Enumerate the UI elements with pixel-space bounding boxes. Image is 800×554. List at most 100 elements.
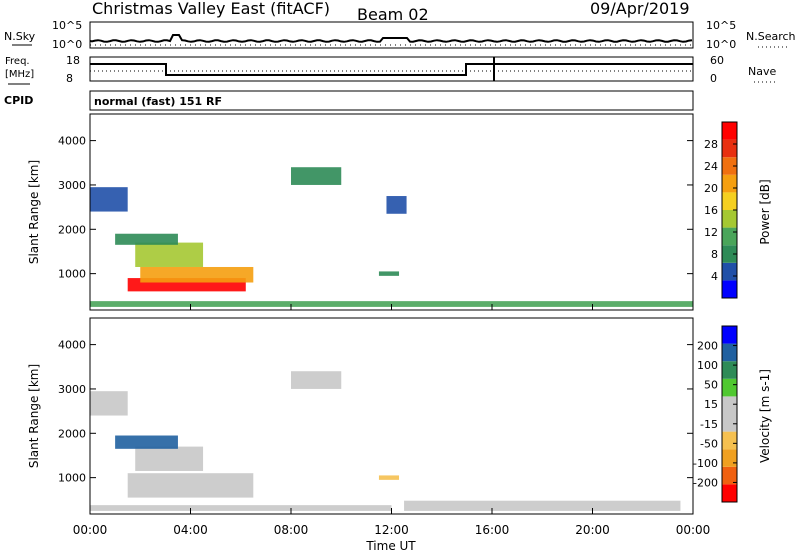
vel-data-region	[127, 473, 254, 498]
vel-data-region	[291, 371, 342, 389]
vel-colorbar-tick-label: -200	[693, 476, 718, 489]
power-ylabel: Slant Range [km]	[27, 160, 41, 264]
vel-colorbar-swatch	[722, 343, 737, 362]
power-colorbar-label: Power [dB]	[758, 179, 772, 244]
power-colorbar-swatch	[722, 227, 737, 246]
vel-data-region	[115, 435, 178, 449]
vel-colorbar-tick-label: 15	[704, 398, 718, 411]
freq-unit: [MHz]	[5, 69, 34, 80]
vel-data-region	[90, 391, 128, 416]
power-y-tick-label: 4000	[58, 135, 86, 148]
plot-title: Christmas Valley East (fitACF)	[92, 0, 330, 18]
nsearch-ybottom: 10^0	[706, 38, 736, 51]
vel-colorbar-swatch	[722, 449, 737, 467]
velocity-ylabel: Slant Range [km]	[27, 364, 41, 468]
velocity-colorbar-label: Velocity [m s-1]	[758, 369, 772, 463]
power-colorbar-swatch	[722, 122, 737, 140]
nsearch-label: N.Search	[746, 30, 796, 43]
power-data-region	[386, 196, 407, 214]
freq-trace	[90, 63, 693, 76]
vel-y-tick-label: 3000	[58, 383, 86, 396]
vel-colorbar-swatch	[722, 466, 737, 485]
vel-colorbar-frame	[721, 325, 738, 503]
power-data-region	[115, 233, 178, 245]
power-colorbar-tick-label: 28	[704, 138, 718, 151]
vel-colorbar-swatch	[722, 484, 737, 502]
velocity-colorbar: 200 100 50 15 -15 -50 -100 -200	[693, 325, 738, 503]
x-tick-label: 04:00	[173, 523, 208, 537]
freq-ytop: 18	[66, 54, 80, 67]
vel-colorbar-swatch	[722, 326, 737, 344]
nave-ybottom: 0	[710, 72, 717, 85]
power-colorbar-swatch	[722, 157, 737, 175]
x-tick-label: 16:00	[475, 523, 510, 537]
power-y-tick-label: 3000	[58, 179, 86, 192]
vel-y-tick-label: 4000	[58, 339, 86, 352]
x-axis-ticks: 00:00 04:00 08:00 12:00 16:00 20:00 00:00	[73, 304, 711, 537]
power-heatmap	[90, 167, 693, 307]
power-colorbar-swatch	[722, 262, 737, 281]
x-tick-label: 00:00	[676, 523, 711, 537]
power-colorbar-tick-label: 20	[704, 182, 718, 195]
vel-data-region	[135, 446, 204, 471]
power-colorbar: 28 24 20 16 12 8 4	[704, 121, 738, 299]
power-data-region	[135, 242, 204, 267]
date-label: 09/Apr/2019	[590, 0, 690, 18]
power-colorbar-tick-label: 8	[711, 248, 718, 261]
power-colorbar-swatch	[722, 139, 737, 158]
power-colorbar-swatch	[722, 280, 737, 298]
beam-label: Beam 02	[357, 5, 429, 24]
power-data-region	[291, 167, 342, 185]
power-colorbar-swatch	[722, 210, 737, 228]
power-colorbar-swatch	[722, 192, 737, 210]
cpid-value: normal (fast) 151 RF	[94, 95, 222, 108]
power-data-region	[140, 266, 254, 283]
vel-colorbar-tick-label: 100	[697, 359, 718, 372]
vel-colorbar-tick-label: 200	[697, 340, 718, 353]
vel-colorbar-tick-label: 50	[704, 379, 718, 392]
vel-colorbar-tick-label: -15	[700, 418, 718, 431]
power-colorbar-swatch	[722, 174, 737, 193]
x-axis-label: Time UT	[365, 539, 416, 553]
freq-ybottom: 8	[66, 72, 73, 85]
cpid-panel	[89, 90, 694, 111]
power-colorbar-tick-label: 16	[704, 204, 718, 217]
nsky-label: N.Sky	[4, 30, 36, 43]
x-tick-label: 08:00	[274, 523, 309, 537]
vel-y-tick-label: 1000	[58, 472, 86, 485]
x-tick-label: 12:00	[374, 523, 409, 537]
power-colorbar-tick-label: 24	[704, 160, 718, 173]
vel-data-region	[90, 505, 392, 511]
vel-y-tick-label: 2000	[58, 427, 86, 440]
vel-colorbar-swatch	[722, 378, 737, 397]
power-y-ticks: 1000 2000 3000 4000	[58, 135, 693, 281]
vel-colorbar-tick-label: -50	[700, 437, 718, 450]
power-y-tick-label: 2000	[58, 223, 86, 236]
vel-colorbar-swatch	[722, 396, 737, 414]
freq-label: Freq.	[5, 56, 30, 67]
vel-colorbar-tick-label: -100	[693, 457, 718, 470]
power-colorbar-tick-label: 12	[704, 226, 718, 239]
nsky-ytop: 10^5	[52, 19, 82, 32]
vel-colorbar-swatch	[722, 431, 737, 450]
freq-panel	[89, 56, 694, 82]
x-tick-label: 20:00	[575, 523, 610, 537]
power-y-tick-label: 1000	[58, 268, 86, 281]
velocity-heatmap	[90, 371, 681, 511]
nsky-ybottom: 10^0	[52, 38, 82, 51]
nave-ytop: 60	[710, 54, 724, 67]
nsky-trace	[89, 34, 693, 43]
velocity-y-ticks: 1000 2000 3000 4000	[58, 339, 693, 485]
vel-data-region	[404, 500, 681, 511]
power-data-region	[378, 271, 400, 276]
cpid-label: CPID	[4, 94, 33, 107]
nsky-panel	[89, 21, 694, 49]
vel-colorbar-swatch	[722, 361, 737, 379]
vel-data-region	[378, 475, 400, 480]
vel-colorbar-swatch	[722, 414, 737, 432]
nsearch-ytop: 10^5	[706, 19, 736, 32]
nave-label: Nave	[748, 65, 776, 78]
x-tick-label: 00:00	[73, 523, 108, 537]
power-colorbar-tick-label: 4	[711, 270, 718, 283]
